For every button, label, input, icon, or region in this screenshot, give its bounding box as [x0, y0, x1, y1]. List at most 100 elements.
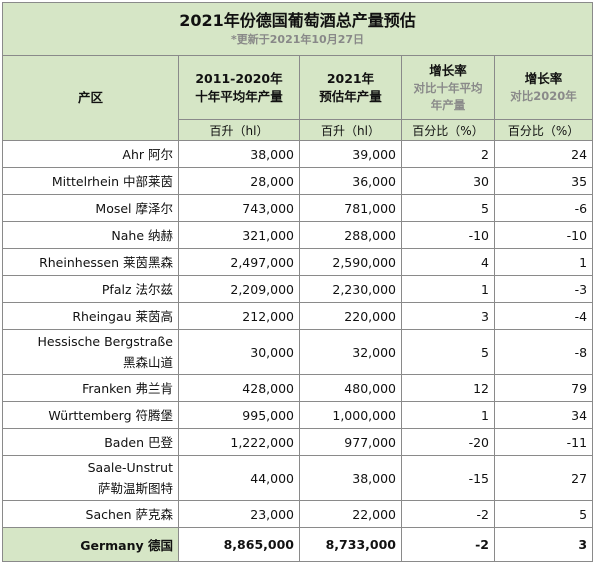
unit-avg: 百升（hl）: [178, 119, 300, 141]
est-cell: 220,000: [299, 302, 402, 330]
table-row: Württemberg 符腾堡 995,000 1,000,000 1 34: [2, 401, 594, 429]
est-cell: 288,000: [299, 221, 402, 249]
region-name-line: 黑森山道: [122, 355, 173, 370]
region-name-line: Württemberg 符腾堡: [48, 407, 173, 423]
region-name-line: Hessische Bergstraße: [37, 334, 173, 349]
est-cell: 36,000: [299, 167, 402, 195]
est-cell: 22,000: [299, 500, 402, 528]
region-cell: Baden 巴登: [2, 428, 179, 456]
total-growth10-cell: -2: [401, 527, 495, 562]
avg-cell: 23,000: [178, 500, 300, 528]
avg-cell: 1,222,000: [178, 428, 300, 456]
header-growth20: 增长率 对比2020年: [493, 55, 594, 120]
header-growth10: 增长率 对比十年平均 年产量: [401, 55, 495, 120]
region-cell: Pfalz 法尔兹: [2, 275, 179, 303]
total-region-cell: Germany 德国: [2, 527, 179, 562]
table-row: Ahr 阿尔 38,000 39,000 2 24: [2, 140, 594, 168]
growth10-cell: -2: [401, 500, 495, 528]
growth20-cell: -8: [493, 329, 594, 375]
region-name-line: Saale-Unstrut: [87, 460, 173, 475]
header-est: 2021年 预估年产量: [299, 55, 402, 120]
region-cell: Rheingau 莱茵高: [2, 302, 179, 330]
avg-cell: 995,000: [178, 401, 300, 429]
table-row: Hessische Bergstraße 黑森山道 30,000 32,000 5 -8: [2, 329, 594, 375]
growth20-cell: 79: [493, 374, 594, 402]
region-name-line: Rheingau 莱茵高: [72, 308, 173, 324]
region-name-line: Mosel 摩泽尔: [95, 200, 173, 216]
avg-cell: 28,000: [178, 167, 300, 195]
header-region: 产区: [2, 55, 179, 141]
avg-cell: 38,000: [178, 140, 300, 168]
table-row: Baden 巴登 1,222,000 977,000 -20 -11: [2, 428, 594, 456]
growth10-cell: 30: [401, 167, 495, 195]
est-cell: 480,000: [299, 374, 402, 402]
table-row: Mittelrhein 中部莱茵 28,000 36,000 30 35: [2, 167, 594, 195]
unit-growth20: 百分比（%）: [493, 119, 594, 141]
header-growth10-sub1: 对比十年平均: [413, 80, 483, 95]
table-row: Mosel 摩泽尔 743,000 781,000 5 -6: [2, 194, 594, 222]
header-avg: 2011-2020年 十年平均年产量: [178, 55, 300, 120]
region-cell: Mosel 摩泽尔: [2, 194, 179, 222]
total-avg-cell: 8,865,000: [178, 527, 300, 562]
growth20-cell: -10: [493, 221, 594, 249]
header-avg-line2: 十年平均年产量: [195, 88, 283, 104]
region-cell: Ahr 阿尔: [2, 140, 179, 168]
table-row: Rheinhessen 莱茵黑森 2,497,000 2,590,000 4 1: [2, 248, 594, 276]
table-title: 2021年份德国葡萄酒总产量预估: [179, 11, 416, 30]
region-name-line: 萨勒温斯图特: [97, 481, 173, 496]
region-cell: Württemberg 符腾堡: [2, 401, 179, 429]
total-growth20-cell: 3: [493, 527, 594, 562]
avg-cell: 2,209,000: [178, 275, 300, 303]
growth10-cell: -10: [401, 221, 495, 249]
header-est-line2: 预估年产量: [319, 88, 382, 104]
region-name-line: Pfalz 法尔兹: [101, 281, 173, 297]
est-cell: 32,000: [299, 329, 402, 375]
avg-cell: 321,000: [178, 221, 300, 249]
growth20-cell: 27: [493, 455, 594, 501]
growth20-cell: -3: [493, 275, 594, 303]
growth20-cell: 24: [493, 140, 594, 168]
growth20-cell: -6: [493, 194, 594, 222]
region-cell: Rheinhessen 莱茵黑森: [2, 248, 179, 276]
header-avg-line1: 2011-2020年: [195, 70, 283, 86]
region-name-line: Mittelrhein 中部莱茵: [51, 173, 173, 189]
avg-cell: 428,000: [178, 374, 300, 402]
table-row: Saale-Unstrut 萨勒温斯图特 44,000 38,000 -15 27: [2, 455, 594, 501]
growth10-cell: 2: [401, 140, 495, 168]
growth10-cell: 5: [401, 194, 495, 222]
est-cell: 1,000,000: [299, 401, 402, 429]
region-cell: Saale-Unstrut 萨勒温斯图特: [2, 455, 179, 501]
region-cell: Hessische Bergstraße 黑森山道: [2, 329, 179, 375]
total-row: Germany 德国 8,865,000 8,733,000 -2 3: [2, 527, 594, 562]
growth10-cell: 1: [401, 401, 495, 429]
avg-cell: 743,000: [178, 194, 300, 222]
region-cell: Nahe 纳赫: [2, 221, 179, 249]
unit-growth10: 百分比（%）: [401, 119, 495, 141]
avg-cell: 212,000: [178, 302, 300, 330]
unit-est: 百升（hl）: [299, 119, 402, 141]
table-row: Sachen 萨克森 23,000 22,000 -2 5: [2, 500, 594, 528]
growth10-cell: 1: [401, 275, 495, 303]
est-cell: 781,000: [299, 194, 402, 222]
region-name-line: Baden 巴登: [104, 434, 173, 450]
growth20-cell: 35: [493, 167, 594, 195]
header-growth10-sub2: 年产量: [430, 97, 466, 112]
avg-cell: 44,000: [178, 455, 300, 501]
avg-cell: 30,000: [178, 329, 300, 375]
est-cell: 2,590,000: [299, 248, 402, 276]
header-est-line1: 2021年: [326, 70, 375, 86]
header-growth20-main: 增长率: [524, 71, 563, 86]
growth10-cell: 12: [401, 374, 495, 402]
title-cell: 2021年份德国葡萄酒总产量预估 *更新于2021年10月27日: [1, 2, 594, 56]
header-growth20-sub1: 对比2020年: [510, 89, 577, 103]
region-name-line: Nahe 纳赫: [111, 227, 173, 243]
avg-cell: 2,497,000: [178, 248, 300, 276]
growth20-cell: 1: [493, 248, 594, 276]
growth10-cell: 5: [401, 329, 495, 375]
growth10-cell: -15: [401, 455, 495, 501]
table-row: Franken 弗兰肯 428,000 480,000 12 79: [2, 374, 594, 402]
est-cell: 38,000: [299, 455, 402, 501]
header-growth10-main: 增长率: [429, 62, 467, 78]
region-name-line: Ahr 阿尔: [122, 146, 173, 162]
